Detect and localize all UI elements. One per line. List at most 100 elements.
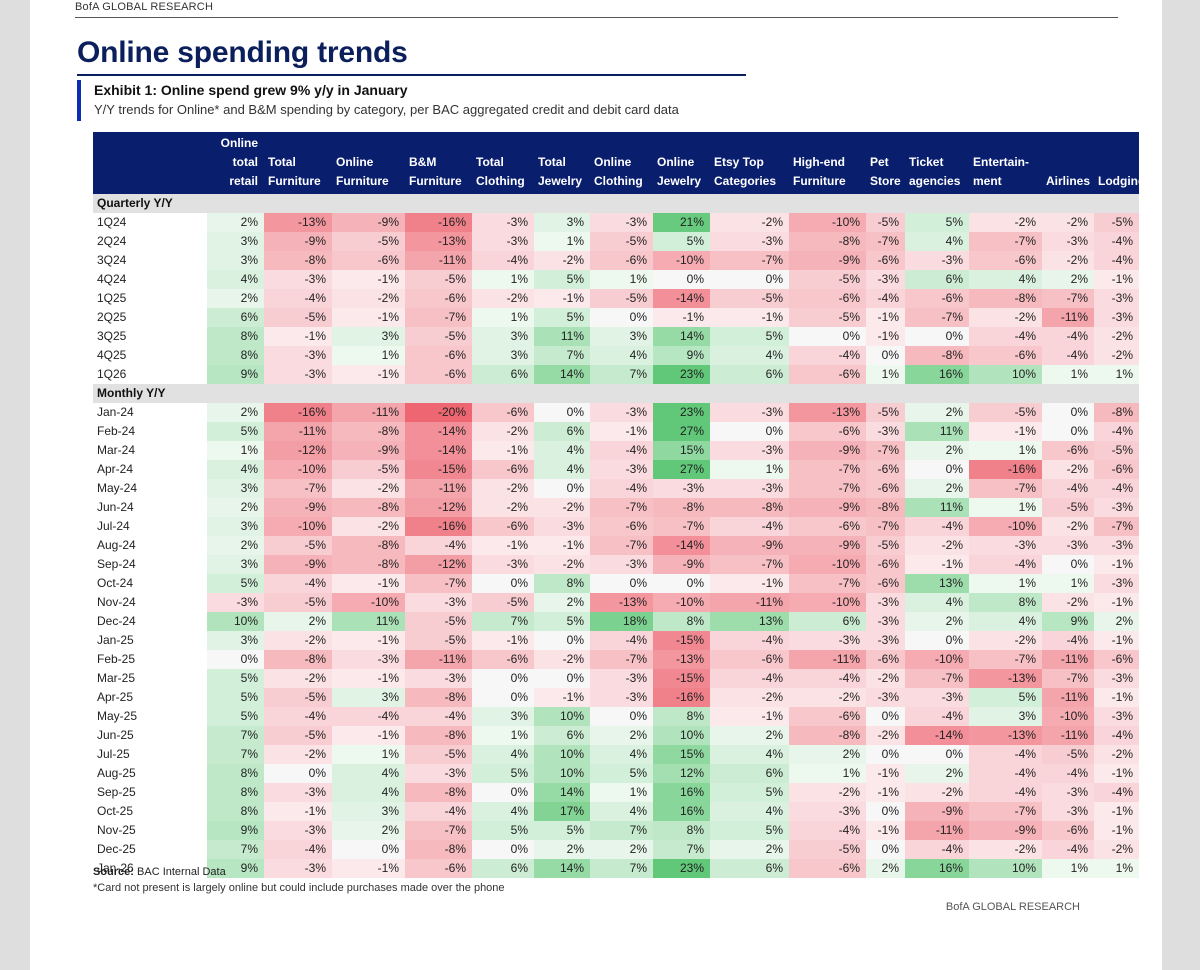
value-cell: -1% [264, 327, 332, 346]
value-cell: -15% [405, 460, 472, 479]
value-cell: -2% [1094, 840, 1139, 859]
value-cell: 9% [207, 365, 264, 384]
value-cell: -7% [1042, 289, 1094, 308]
table-row: Sep-24 3% -9% -8% -12% -3% -2% -3% -9% -7% -10% -6%… [93, 555, 1139, 574]
table-row: Apr-25 5% -5% 3% -8% 0% -1% -3% -16% -2% -2% -3% -3%… [93, 688, 1139, 707]
value-cell: -5% [405, 327, 472, 346]
value-cell: -11% [789, 650, 866, 669]
value-cell: 15% [653, 441, 710, 460]
value-cell: 5% [710, 783, 789, 802]
table-row: Dec-24 10% 2% 11% -5% 7% 5% 18% 8% 13% 6% -3% 2% 4% 9%… [93, 612, 1139, 631]
value-cell: -6% [1094, 460, 1139, 479]
value-cell: 13% [905, 574, 969, 593]
value-cell: -1% [1094, 688, 1139, 707]
value-cell: -9% [789, 251, 866, 270]
value-cell: 1% [207, 441, 264, 460]
value-cell: 14% [534, 859, 590, 878]
value-cell: 10% [969, 365, 1042, 384]
value-cell: -4% [969, 764, 1042, 783]
value-cell: -7% [789, 460, 866, 479]
value-cell: 8% [653, 821, 710, 840]
column-header: Total Jewelry [534, 132, 590, 194]
value-cell: 0% [905, 745, 969, 764]
row-label: 4Q25 [97, 348, 127, 362]
value-cell: -5% [789, 270, 866, 289]
row-label: Apr-25 [97, 690, 134, 704]
value-cell: -7% [969, 479, 1042, 498]
value-cell: -2% [710, 213, 789, 232]
table-row: Nov-25 9% -3% 2% -7% 5% 5% 7% 8% 5% -4% -1% -11% -9% -… [93, 821, 1139, 840]
value-cell: -4% [1094, 726, 1139, 745]
exhibit-title: Exhibit 1: Online spend grew 9% y/y in J… [94, 82, 408, 98]
column-header: B&M Furniture [405, 132, 472, 194]
value-cell: -6% [789, 422, 866, 441]
table-row: Oct-24 5% -4% -1% -7% 0% 8% 0% 0% -1% -7% -6% 13% 1% 1… [93, 574, 1139, 593]
value-cell: -3% [472, 232, 534, 251]
table-row: Jan-24 2% -16% -11% -20% -6% 0% -3% 23% -3% -13% -5… [93, 403, 1139, 422]
value-cell: -14% [405, 441, 472, 460]
value-cell: 2% [905, 403, 969, 422]
value-cell: -1% [1094, 821, 1139, 840]
value-cell: -11% [264, 422, 332, 441]
value-cell: -2% [866, 669, 905, 688]
value-cell: -3% [207, 593, 264, 612]
value-cell: -1% [1094, 631, 1139, 650]
value-cell: -9% [789, 441, 866, 460]
value-cell: -4% [405, 707, 472, 726]
value-cell: -2% [472, 479, 534, 498]
table-row: 1Q25 2% -4% -2% -6% -2% -1% -5% -14% -5% -6% -4% -6%… [93, 289, 1139, 308]
value-cell: -9% [905, 802, 969, 821]
value-cell: -9% [710, 536, 789, 555]
value-cell: 8% [207, 783, 264, 802]
value-cell: -5% [710, 289, 789, 308]
table-row: Apr-24 4% -10% -5% -15% -6% 4% -3% 27% 1% -7% -6% 0%… [93, 460, 1139, 479]
value-cell: 1% [969, 498, 1042, 517]
row-label: Jan-25 [97, 633, 134, 647]
value-cell: -3% [710, 441, 789, 460]
value-cell: -10% [264, 460, 332, 479]
value-cell: -10% [789, 555, 866, 574]
value-cell: -14% [905, 726, 969, 745]
value-cell: 2% [1094, 612, 1139, 631]
value-cell: -9% [653, 555, 710, 574]
value-cell: -2% [472, 422, 534, 441]
table-row: 3Q25 8% -1% 3% -5% 3% 11% 3% 14% 5% 0% -1% 0% -4% -4% -… [93, 327, 1139, 346]
value-cell: -8% [405, 726, 472, 745]
value-cell: 1% [1042, 365, 1094, 384]
value-cell: 1% [590, 783, 653, 802]
value-cell: -3% [1042, 802, 1094, 821]
value-cell: -8% [905, 346, 969, 365]
value-cell: 21% [653, 213, 710, 232]
value-cell: -4% [789, 821, 866, 840]
value-cell: 0% [866, 346, 905, 365]
value-cell: -4% [264, 289, 332, 308]
row-label: Nov-24 [97, 595, 136, 609]
value-cell: 1% [472, 726, 534, 745]
value-cell: -5% [590, 289, 653, 308]
value-cell: 2% [789, 745, 866, 764]
table-row: 2Q25 6% -5% -1% -7% 1% 5% 0% -1% -1% -5% -1% -7% -2% -… [93, 308, 1139, 327]
value-cell: -2% [472, 498, 534, 517]
row-label: Jun-24 [97, 500, 134, 514]
section-title: Quarterly Y/Y [93, 194, 1139, 213]
value-cell: -3% [590, 555, 653, 574]
value-cell: -8% [264, 650, 332, 669]
value-cell: -6% [789, 365, 866, 384]
value-cell: -7% [264, 479, 332, 498]
value-cell: -4% [905, 707, 969, 726]
value-cell: 2% [710, 840, 789, 859]
value-cell: -3% [1042, 783, 1094, 802]
value-cell: -8% [789, 232, 866, 251]
value-cell: 0% [534, 669, 590, 688]
value-cell: -7% [710, 251, 789, 270]
value-cell: 3% [472, 707, 534, 726]
value-cell: -7% [405, 574, 472, 593]
value-cell: -6% [789, 517, 866, 536]
value-cell: 3% [590, 327, 653, 346]
row-label: Jan-26 [97, 861, 134, 875]
value-cell: -11% [405, 251, 472, 270]
value-cell: 0% [1042, 422, 1094, 441]
value-cell: -2% [1094, 346, 1139, 365]
value-cell: 5% [590, 764, 653, 783]
value-cell: -2% [969, 840, 1042, 859]
